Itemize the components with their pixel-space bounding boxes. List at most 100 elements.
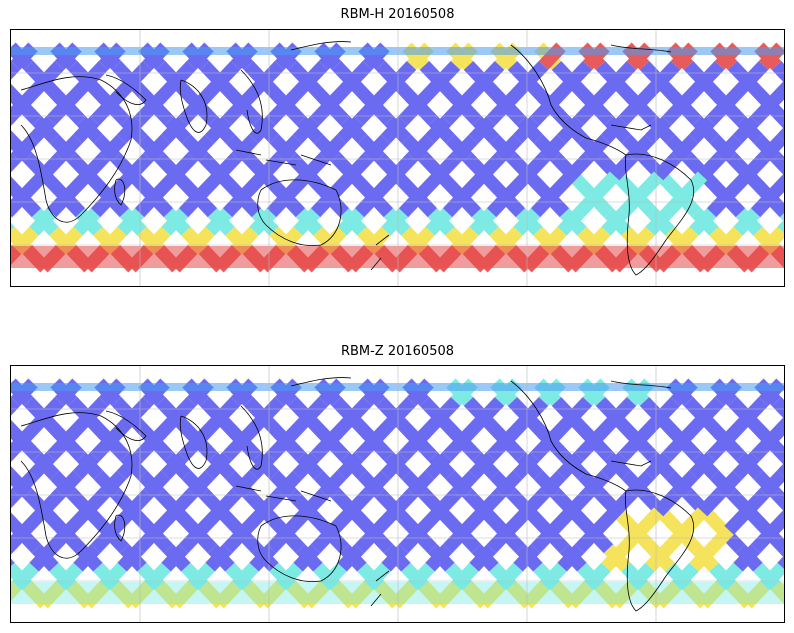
swath-segment bbox=[11, 562, 39, 591]
swath-segment bbox=[503, 415, 531, 443]
swath-segment bbox=[556, 452, 584, 480]
swath-segment bbox=[653, 489, 681, 517]
swath-segment bbox=[442, 97, 470, 126]
swath-segment bbox=[779, 549, 784, 558]
map-title-bottom: RBM-Z 20160508 bbox=[340, 344, 455, 359]
swath-segment bbox=[305, 79, 333, 107]
swath-segment bbox=[178, 189, 206, 218]
swath-segment bbox=[591, 79, 619, 107]
swath-segment bbox=[292, 116, 320, 144]
swath-segment bbox=[73, 544, 101, 572]
swath-segment bbox=[486, 525, 514, 554]
swath-segment bbox=[301, 153, 329, 181]
swath-segment bbox=[239, 415, 267, 443]
swath-segment bbox=[451, 470, 479, 498]
southern-coverage-band bbox=[11, 582, 784, 604]
swath-segment bbox=[170, 581, 198, 609]
swath-segment bbox=[310, 525, 338, 554]
swath-segment bbox=[178, 433, 206, 462]
swath-segment bbox=[697, 153, 725, 181]
swath-segment bbox=[82, 581, 110, 609]
swath-segment bbox=[662, 525, 690, 554]
swath-segment bbox=[688, 452, 716, 480]
coastline-path bbox=[257, 179, 342, 247]
swath-segment bbox=[169, 60, 197, 89]
swath-segment bbox=[178, 525, 206, 554]
coastline-path bbox=[179, 415, 208, 469]
swath-segment bbox=[723, 79, 751, 107]
swath-segment bbox=[363, 562, 391, 591]
swath-segment bbox=[90, 525, 118, 554]
swath-segment bbox=[275, 562, 303, 591]
swath-segment bbox=[679, 415, 707, 443]
swath-segment bbox=[504, 507, 532, 535]
swath-segment bbox=[354, 189, 382, 218]
swath-segment bbox=[539, 134, 567, 162]
swath-segment bbox=[565, 153, 593, 181]
swath-segment bbox=[653, 396, 681, 425]
swath-segment bbox=[239, 79, 267, 107]
swath-segment bbox=[522, 581, 550, 609]
swath-segment bbox=[354, 433, 382, 462]
swath-segment bbox=[152, 171, 180, 199]
swath-segment bbox=[389, 60, 417, 89]
map-title-top: RBM-H 20160508 bbox=[340, 7, 455, 22]
swath-segment bbox=[609, 396, 637, 425]
swath-segment bbox=[196, 507, 224, 535]
swath-segment bbox=[11, 470, 39, 498]
swath-segment bbox=[319, 134, 347, 162]
swath-segment bbox=[767, 416, 784, 443]
swath-segment bbox=[301, 60, 329, 89]
swath-segment bbox=[301, 396, 329, 425]
swath-segment bbox=[117, 544, 145, 572]
swath-segment bbox=[750, 433, 778, 462]
swath-segment bbox=[521, 489, 549, 517]
swath-segment bbox=[442, 433, 470, 462]
swath-segment bbox=[525, 79, 553, 107]
swath-segment bbox=[635, 415, 663, 443]
swath-segment bbox=[248, 452, 276, 480]
swath-segment bbox=[301, 489, 329, 517]
swath-segment bbox=[240, 507, 268, 535]
swath-segment bbox=[143, 470, 171, 498]
swath-segment bbox=[512, 452, 540, 480]
swath-segment bbox=[204, 452, 232, 480]
swath-segment bbox=[566, 581, 594, 609]
swath-segment bbox=[205, 208, 233, 236]
swath-segment bbox=[213, 489, 241, 517]
swath-segment bbox=[266, 189, 294, 218]
swath-segment bbox=[160, 116, 188, 144]
swath-segment bbox=[724, 507, 752, 535]
swath-segment bbox=[261, 415, 289, 443]
swath-segment bbox=[249, 544, 277, 572]
swath-segment bbox=[11, 61, 21, 80]
swath-segment bbox=[468, 116, 496, 144]
swath-segment bbox=[424, 452, 452, 480]
swath-segment bbox=[143, 562, 171, 591]
swath-segment bbox=[125, 153, 153, 181]
swath-segment bbox=[41, 79, 69, 107]
swath-segment bbox=[231, 134, 259, 162]
swath-segment bbox=[55, 470, 83, 498]
swath-segment bbox=[574, 525, 602, 554]
swath-segment bbox=[424, 116, 452, 144]
swath-segment bbox=[771, 489, 784, 512]
swath-segment bbox=[521, 396, 549, 425]
swath-segment bbox=[512, 116, 540, 144]
swath-segment bbox=[64, 507, 92, 535]
swath-segment bbox=[592, 171, 620, 199]
swath-segment bbox=[645, 544, 673, 572]
swath-segment bbox=[486, 433, 514, 462]
swath-segment bbox=[723, 415, 751, 443]
swath-segment bbox=[108, 171, 136, 199]
swath-segment bbox=[600, 452, 628, 480]
southern-coverage-band bbox=[11, 246, 784, 268]
swath-segment bbox=[662, 97, 690, 126]
swath-segment bbox=[302, 581, 330, 609]
swath-segment bbox=[437, 79, 465, 107]
swath-segment bbox=[55, 562, 83, 591]
swath-segment bbox=[169, 489, 197, 517]
swath-segment bbox=[416, 171, 444, 199]
swath-segment bbox=[319, 562, 347, 591]
swath-segment bbox=[372, 507, 400, 535]
